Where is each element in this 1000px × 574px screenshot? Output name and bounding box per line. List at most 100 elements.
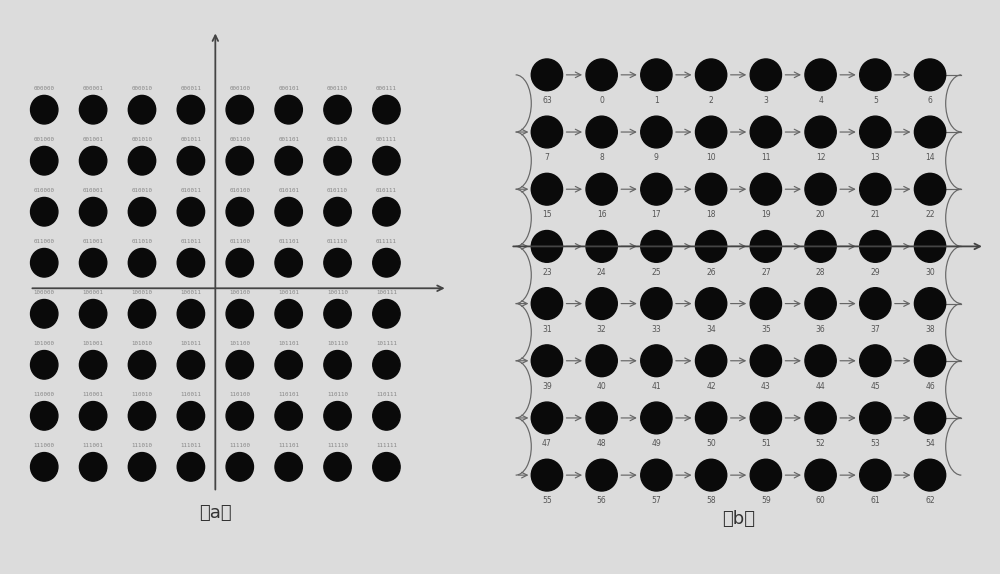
Circle shape <box>805 288 836 320</box>
Circle shape <box>226 146 253 175</box>
Text: 23: 23 <box>542 267 552 277</box>
Text: 101111: 101111 <box>376 342 397 347</box>
Circle shape <box>128 146 156 175</box>
Circle shape <box>324 452 351 481</box>
Circle shape <box>31 300 58 328</box>
Circle shape <box>324 402 351 430</box>
Text: 8: 8 <box>599 153 604 162</box>
Circle shape <box>31 146 58 175</box>
Text: 26: 26 <box>706 267 716 277</box>
Circle shape <box>914 402 946 434</box>
Circle shape <box>750 59 781 91</box>
Text: 110001: 110001 <box>83 393 104 397</box>
Text: 61: 61 <box>871 497 880 505</box>
Circle shape <box>275 95 302 124</box>
Text: 100000: 100000 <box>34 290 55 296</box>
Text: 001001: 001001 <box>83 137 104 142</box>
Circle shape <box>275 146 302 175</box>
Text: 001010: 001010 <box>132 137 152 142</box>
Circle shape <box>226 402 253 430</box>
Circle shape <box>324 197 351 226</box>
Circle shape <box>177 300 205 328</box>
Text: 000101: 000101 <box>278 86 299 91</box>
Text: 110110: 110110 <box>327 393 348 397</box>
Circle shape <box>226 95 253 124</box>
Circle shape <box>128 351 156 379</box>
Circle shape <box>177 95 205 124</box>
Text: （b）: （b） <box>722 510 755 528</box>
Circle shape <box>531 288 563 320</box>
Text: 52: 52 <box>816 439 825 448</box>
Circle shape <box>531 345 563 377</box>
Circle shape <box>914 288 946 320</box>
Circle shape <box>860 402 891 434</box>
Circle shape <box>324 146 351 175</box>
Text: 100100: 100100 <box>229 290 250 296</box>
Circle shape <box>914 459 946 491</box>
Text: 17: 17 <box>652 211 661 219</box>
Text: 100010: 100010 <box>132 290 152 296</box>
Circle shape <box>805 173 836 205</box>
Circle shape <box>695 288 727 320</box>
Circle shape <box>324 249 351 277</box>
Circle shape <box>805 116 836 148</box>
Text: 101101: 101101 <box>278 342 299 347</box>
Circle shape <box>805 231 836 262</box>
Circle shape <box>79 95 107 124</box>
Circle shape <box>586 173 617 205</box>
Text: 111100: 111100 <box>229 444 250 448</box>
Text: 53: 53 <box>870 439 880 448</box>
Text: 000111: 000111 <box>376 86 397 91</box>
Text: 30: 30 <box>925 267 935 277</box>
Circle shape <box>31 249 58 277</box>
Text: 6: 6 <box>928 96 932 105</box>
Text: 33: 33 <box>652 325 661 333</box>
Text: 111010: 111010 <box>132 444 152 448</box>
Circle shape <box>128 249 156 277</box>
Text: 1: 1 <box>654 96 659 105</box>
Text: 000100: 000100 <box>229 86 250 91</box>
Text: 100110: 100110 <box>327 290 348 296</box>
Text: 5: 5 <box>873 96 878 105</box>
Circle shape <box>586 459 617 491</box>
Circle shape <box>531 231 563 262</box>
Text: 40: 40 <box>597 382 607 391</box>
Circle shape <box>531 402 563 434</box>
Text: 001011: 001011 <box>180 137 201 142</box>
Circle shape <box>531 173 563 205</box>
Text: 21: 21 <box>871 211 880 219</box>
Text: 16: 16 <box>597 211 606 219</box>
Circle shape <box>226 452 253 481</box>
Text: 110101: 110101 <box>278 393 299 397</box>
Text: 101010: 101010 <box>132 342 152 347</box>
Circle shape <box>914 345 946 377</box>
Circle shape <box>750 402 781 434</box>
Circle shape <box>695 231 727 262</box>
Circle shape <box>373 300 400 328</box>
Text: 011101: 011101 <box>278 239 299 245</box>
Circle shape <box>750 459 781 491</box>
Circle shape <box>531 459 563 491</box>
Text: 110011: 110011 <box>180 393 201 397</box>
Text: 110111: 110111 <box>376 393 397 397</box>
Circle shape <box>226 300 253 328</box>
Text: 000110: 000110 <box>327 86 348 91</box>
Text: 101110: 101110 <box>327 342 348 347</box>
Text: 7: 7 <box>544 153 549 162</box>
Circle shape <box>750 231 781 262</box>
Text: 010100: 010100 <box>229 188 250 193</box>
Text: 101001: 101001 <box>83 342 104 347</box>
Text: 101011: 101011 <box>180 342 201 347</box>
Circle shape <box>79 197 107 226</box>
Circle shape <box>695 173 727 205</box>
Text: 001101: 001101 <box>278 137 299 142</box>
Circle shape <box>695 116 727 148</box>
Circle shape <box>373 402 400 430</box>
Text: 12: 12 <box>816 153 825 162</box>
Circle shape <box>275 197 302 226</box>
Text: 0: 0 <box>599 96 604 105</box>
Circle shape <box>324 351 351 379</box>
Text: 28: 28 <box>816 267 825 277</box>
Text: 010111: 010111 <box>376 188 397 193</box>
Text: 36: 36 <box>816 325 825 333</box>
